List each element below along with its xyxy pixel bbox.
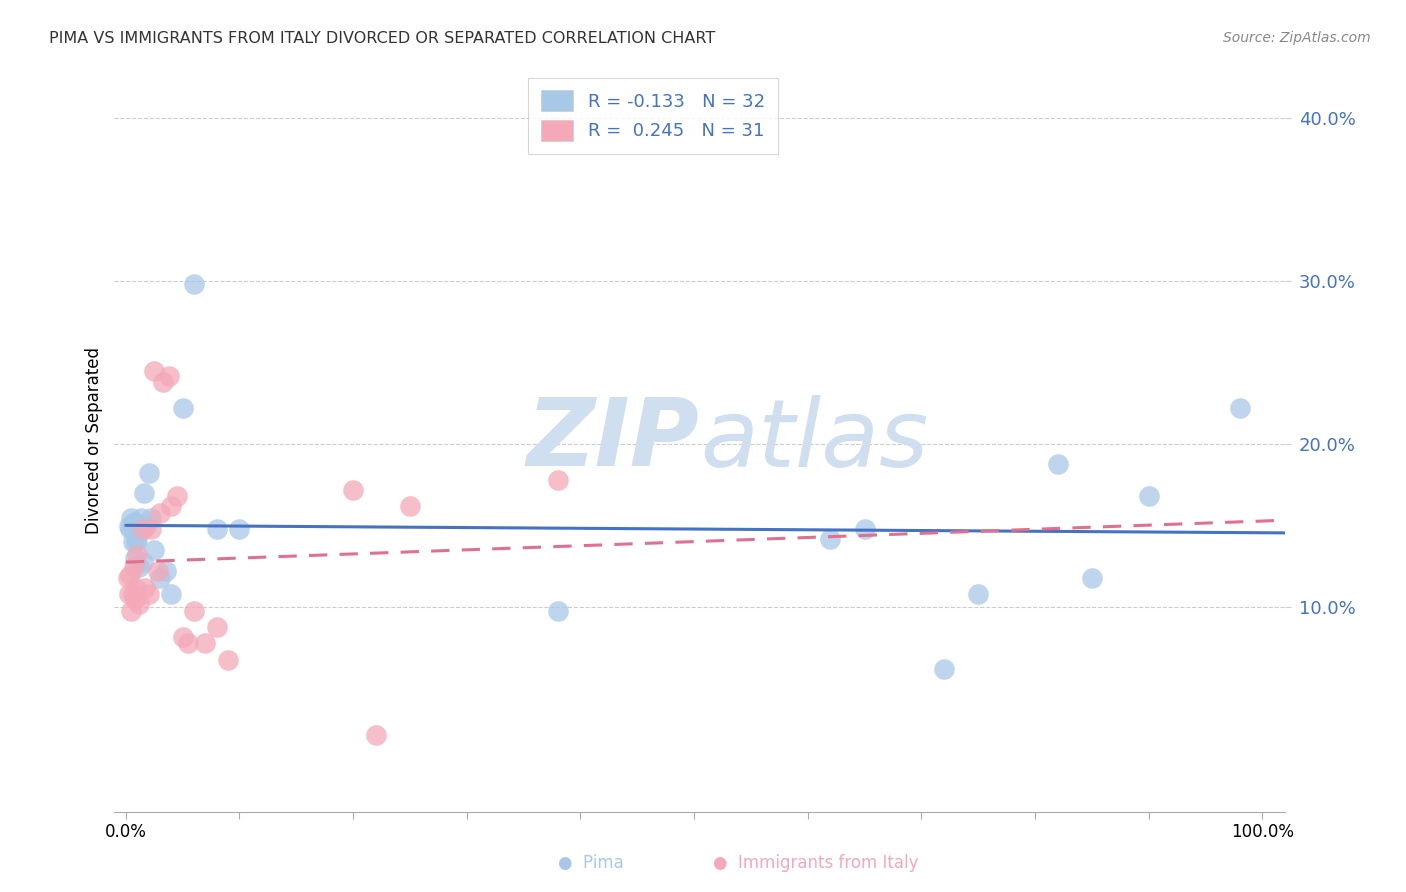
Point (157, 368, 180, 383)
Point (853, 522, 876, 536)
Point (125, 581, 148, 595)
Point (1137, 489, 1160, 503)
Point (117, 571, 139, 585)
Point (160, 587, 183, 601)
Point (139, 522, 162, 536)
Point (399, 499, 422, 513)
Point (172, 401, 194, 416)
Text: ZIP: ZIP (527, 394, 700, 486)
Point (217, 653, 239, 667)
Point (120, 604, 142, 618)
Point (120, 522, 142, 536)
Point (135, 518, 157, 533)
Point (128, 559, 150, 574)
Point (146, 565, 169, 579)
Point (932, 663, 955, 677)
Point (120, 567, 142, 582)
Point (118, 518, 141, 533)
Point (129, 510, 152, 524)
Point (118, 587, 141, 601)
Point (124, 551, 146, 566)
Point (152, 375, 174, 389)
Point (120, 510, 142, 524)
Point (160, 499, 183, 513)
Point (132, 555, 155, 569)
Point (143, 543, 166, 558)
Point (1046, 457, 1069, 471)
Legend: R = -0.133   N = 32, R =  0.245   N = 31: R = -0.133 N = 32, R = 0.245 N = 31 (529, 78, 778, 153)
Point (194, 636, 217, 650)
Point (122, 516, 145, 530)
Text: Source: ZipAtlas.com: Source: ZipAtlas.com (1223, 31, 1371, 45)
Text: ●  Pima: ● Pima (558, 855, 623, 872)
Point (149, 571, 172, 585)
Text: PIMA VS IMMIGRANTS FROM ITALY DIVORCED OR SEPARATED CORRELATION CHART: PIMA VS IMMIGRANTS FROM ITALY DIVORCED O… (49, 31, 716, 46)
Text: ●  Immigrants from Italy: ● Immigrants from Italy (713, 855, 918, 872)
Text: atlas: atlas (700, 394, 928, 485)
Point (205, 620, 228, 634)
Point (132, 522, 155, 536)
Point (125, 535, 148, 549)
Point (1229, 401, 1251, 416)
Point (172, 630, 194, 644)
Point (149, 506, 172, 520)
Point (967, 587, 990, 601)
Point (547, 473, 569, 487)
Point (205, 522, 228, 536)
Point (166, 489, 188, 503)
Point (124, 592, 146, 607)
Point (132, 486, 155, 500)
Point (138, 467, 160, 481)
Point (183, 604, 205, 618)
Point (364, 728, 387, 742)
Point (228, 522, 250, 536)
Point (155, 565, 177, 579)
Point (138, 587, 160, 601)
Point (122, 559, 145, 574)
Point (139, 510, 162, 524)
Point (121, 535, 143, 549)
Y-axis label: Divorced or Separated: Divorced or Separated (86, 346, 103, 533)
Point (820, 532, 842, 546)
Point (121, 587, 143, 601)
Point (127, 548, 149, 562)
Point (128, 597, 150, 611)
Point (134, 581, 156, 595)
Point (177, 636, 200, 650)
Point (547, 604, 569, 618)
Point (1081, 571, 1104, 585)
Point (127, 532, 149, 546)
Point (183, 277, 205, 291)
Point (342, 483, 364, 497)
Point (143, 363, 166, 377)
